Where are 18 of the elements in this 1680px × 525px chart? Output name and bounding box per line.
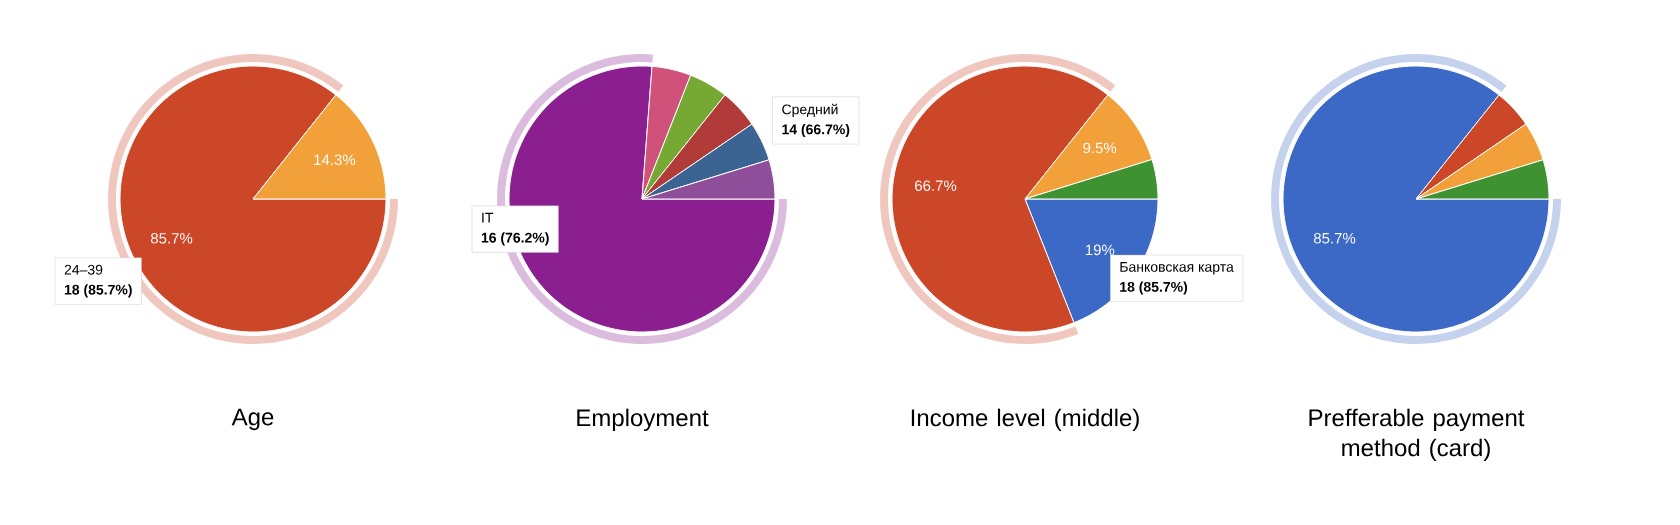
- text: 18 (85.7%): [64, 284, 132, 298]
- text: Age: [231, 408, 274, 431]
- text: 14 (66.7%): [782, 124, 850, 138]
- data-label: 9.5%: [1083, 142, 1117, 154]
- data-label: 66.7%: [915, 180, 957, 192]
- slice-label: IT: [482, 212, 494, 223]
- slice-label: Средний: [782, 103, 838, 118]
- data-label: 14.3%: [314, 154, 356, 166]
- data-label: 19%: [1085, 244, 1115, 256]
- text: Employment: [577, 408, 709, 432]
- text: Income level (middle): [911, 408, 1139, 432]
- text: 18 (85.7%): [1120, 281, 1188, 295]
- data-label: 85.7%: [1313, 232, 1356, 244]
- text: 16 (76.2%): [481, 232, 549, 246]
- data-label: 85.7%: [150, 232, 193, 244]
- slice-label: Банковская карта: [1120, 262, 1234, 275]
- text: Prefferable payment method (card): [1309, 408, 1525, 462]
- slice-label: 24–39: [64, 264, 103, 275]
